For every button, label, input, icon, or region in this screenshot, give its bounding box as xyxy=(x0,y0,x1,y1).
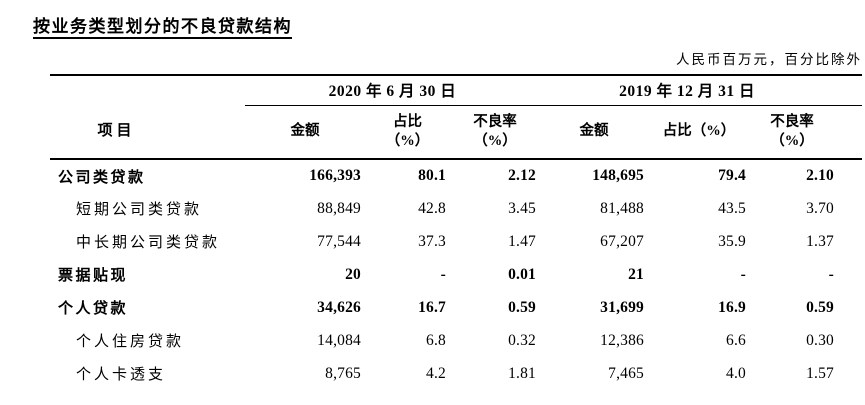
cell-amount-2019: 12,386 xyxy=(600,331,644,349)
cell-npl-2019: 0.30 xyxy=(806,331,835,349)
amount-header-2020: 金额 xyxy=(245,105,365,160)
share-header-2020-line2: （%） xyxy=(385,132,430,149)
cell-npl-2020: 0.01 xyxy=(508,265,536,283)
npl-structure-table: 2020 年 6 月 30 日 2019 年 12 月 31 日 项目 金额 占… xyxy=(50,74,863,390)
column-group-2020: 2020 年 6 月 30 日 xyxy=(245,75,540,106)
cell-share-2019: - xyxy=(740,265,746,283)
page-title: 按业务类型划分的不良贷款结构 xyxy=(33,17,292,36)
table-row-short-term-corporate: 短期公司类贷款 88,849 42.8 3.45 81,488 43.5 3.7… xyxy=(50,192,862,225)
row-label: 短期公司类贷款 xyxy=(76,202,203,218)
npl-rate-header-2020-line2: （%） xyxy=(473,132,517,149)
cell-npl-2020: 2.12 xyxy=(508,167,536,184)
cell-share-2019: 4.0 xyxy=(726,364,746,382)
cell-share-2019: 35.9 xyxy=(718,232,746,250)
cell-share-2020: 37.3 xyxy=(418,232,446,250)
cell-amount-2020: 20 xyxy=(345,265,361,283)
cell-share-2019: 79.4 xyxy=(718,167,746,184)
item-column-header: 项目 xyxy=(50,105,245,160)
share-header-2020-line1: 占比 xyxy=(393,113,422,130)
table-row-medium-long-term-corporate: 中长期公司类贷款 77,544 37.3 1.47 67,207 35.9 1.… xyxy=(50,225,862,258)
share-header-2020: 占比 （%） xyxy=(365,105,450,160)
npl-rate-header-2019-line2: （%） xyxy=(770,132,814,149)
sub-header-row: 项目 金额 占比 （%） 不良率 （%） 金额 占比（%） 不良率 （%） xyxy=(50,105,863,160)
cell-npl-2020: 1.47 xyxy=(508,232,536,250)
cell-amount-2020: 14,084 xyxy=(317,331,361,349)
cell-share-2020: 42.8 xyxy=(418,199,446,217)
cell-amount-2019: 7,465 xyxy=(608,364,644,382)
cell-amount-2020: 34,626 xyxy=(317,298,361,316)
cell-npl-2019: 3.70 xyxy=(806,199,835,217)
cell-npl-2019: 1.57 xyxy=(806,364,835,382)
row-label: 中长期公司类贷款 xyxy=(76,235,221,251)
cell-amount-2019: 67,207 xyxy=(600,232,644,250)
cell-share-2020: 80.1 xyxy=(418,167,446,184)
cell-share-2019: 16.9 xyxy=(718,298,746,316)
table-row-personal-card-overdraft: 个人卡透支 8,765 4.2 1.81 7,465 4.0 1.57 xyxy=(50,357,862,390)
item-header-spacer xyxy=(50,75,245,105)
share-header-2019: 占比（%） xyxy=(648,105,750,160)
table-row-bill-discounting: 票据贴现 20 - 0.01 21 - - xyxy=(50,258,862,291)
table-row-personal-loans: 个人贷款 34,626 16.7 0.59 31,699 16.9 0.59 xyxy=(50,291,862,324)
cell-amount-2020: 166,393 xyxy=(309,167,361,184)
npl-rate-header-2019: 不良率 （%） xyxy=(750,105,863,160)
npl-rate-header-2020: 不良率 （%） xyxy=(450,105,540,160)
cell-share-2020: 16.7 xyxy=(418,298,446,316)
cell-npl-2019: 2.10 xyxy=(806,167,835,184)
column-group-2019: 2019 年 12 月 31 日 xyxy=(540,75,863,106)
cell-amount-2020: 77,544 xyxy=(317,232,361,250)
row-label: 个人住房贷款 xyxy=(76,334,185,350)
date-header-row: 2020 年 6 月 30 日 2019 年 12 月 31 日 xyxy=(50,75,863,106)
npl-rate-header-2020-line1: 不良率 xyxy=(473,113,517,130)
amount-header-2019: 金额 xyxy=(540,105,648,160)
row-label: 公司类贷款 xyxy=(58,169,146,186)
cell-npl-2019: 1.37 xyxy=(806,232,835,250)
unit-note: 人民币百万元，百分比除外 xyxy=(676,52,862,67)
cell-amount-2019: 148,695 xyxy=(592,167,644,184)
row-label: 个人卡透支 xyxy=(76,367,167,383)
cell-share-2019: 43.5 xyxy=(718,199,746,217)
cell-amount-2019: 31,699 xyxy=(600,298,644,316)
cell-share-2020: - xyxy=(440,265,446,283)
cell-amount-2019: 21 xyxy=(628,265,644,283)
row-label: 票据贴现 xyxy=(58,268,129,284)
cell-npl-2020: 3.45 xyxy=(508,199,536,217)
cell-npl-2019: - xyxy=(828,265,835,283)
cell-npl-2019: 0.59 xyxy=(806,298,835,316)
row-label: 个人贷款 xyxy=(58,301,129,317)
table-row-personal-housing-loans: 个人住房贷款 14,084 6.8 0.32 12,386 6.6 0.30 xyxy=(50,324,862,357)
cell-npl-2020: 0.32 xyxy=(508,331,536,349)
npl-rate-header-2019-line1: 不良率 xyxy=(770,113,814,130)
cell-npl-2020: 1.81 xyxy=(508,364,536,382)
cell-share-2020: 4.2 xyxy=(426,364,446,382)
cell-npl-2020: 0.59 xyxy=(508,298,536,316)
table-row-corporate-loans: 公司类贷款 166,393 80.1 2.12 148,695 79.4 2.1… xyxy=(50,159,862,192)
cell-amount-2020: 88,849 xyxy=(317,199,361,217)
cell-share-2020: 6.8 xyxy=(426,331,446,349)
cell-share-2019: 6.6 xyxy=(726,331,746,349)
cell-amount-2019: 81,488 xyxy=(600,199,644,217)
cell-amount-2020: 8,765 xyxy=(325,364,361,382)
